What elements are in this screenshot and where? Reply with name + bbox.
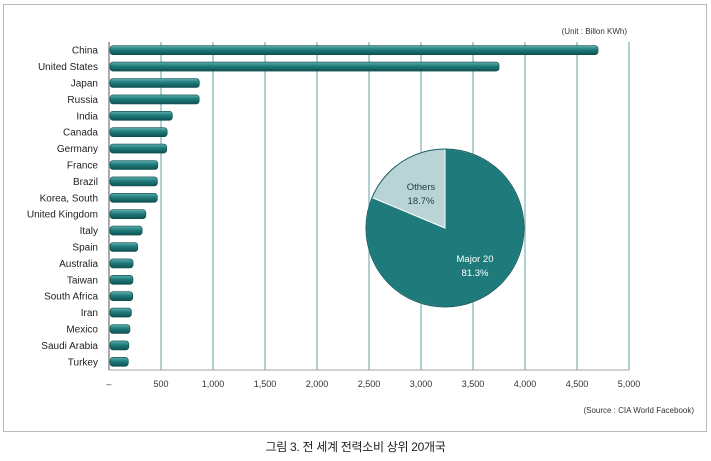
category-label: Japan [71,79,98,90]
category-label: Spain [72,243,98,254]
x-tick-label: 1,500 [254,379,277,389]
x-tick-labels: – 500 1,000 1,500 2,000 2,500 3,000 3,500 4,000 4… [106,379,640,389]
bar-russia [109,94,200,105]
bar-iran [109,307,132,318]
category-label: United Kingdom [27,210,98,221]
bar-saudi-arabia [109,340,130,351]
x-tick-label: 1,000 [202,379,225,389]
category-label: United States [38,62,98,73]
x-tick-label: 3,500 [462,379,485,389]
bar-united-states [109,61,500,72]
bar-france [109,160,159,170]
bar-brazil [109,176,158,187]
x-tick-label: 2,000 [306,379,329,389]
x-tick-label: 5,000 [618,379,641,389]
category-label: Brazil [73,177,98,188]
pie-chart: Major 20 81.3% Others 18.7% [365,148,525,308]
bar-spain [109,242,139,252]
bar-japan [109,78,200,88]
source-note: (Source : CIA World Facebook) [583,406,694,415]
pie-slice-value: 81.3% [462,268,489,279]
bar-india [109,111,173,121]
bar-taiwan [109,274,134,285]
pie-slice-label: Others [407,182,436,193]
x-tick-label: 3,000 [410,379,433,389]
category-label: India [76,111,98,122]
category-label: Taiwan [67,275,98,286]
x-tick-label: 500 [153,379,168,389]
unit-note: (Unit : Billon KWh) [561,27,627,36]
category-label: Canada [63,128,98,139]
bar-canada [109,127,168,137]
category-label: Germany [57,144,98,155]
category-label: Turkey [68,357,98,368]
category-label: South Africa [44,292,98,303]
bar-united-kingdom [109,209,147,219]
x-tick-label: 2,500 [358,379,381,389]
category-label: Mexico [66,325,98,336]
pie-slice-value: 18.7% [408,196,435,207]
category-label: Italy [80,226,98,237]
figure-caption: 그림 3. 전 세계 전력소비 상위 20개국 [265,440,446,454]
bar-south-africa [109,291,134,302]
category-label: Saudi Arabia [41,341,98,352]
bar-korea-south [109,193,158,203]
category-label: Iran [81,308,98,319]
category-label: Australia [59,259,98,270]
category-label: France [67,161,99,172]
x-tick-label: 4,500 [566,379,589,389]
category-label: Korea, South [40,193,98,204]
bar-australia [109,258,134,269]
category-labels: China United States Japan Russia India Canada… [27,46,99,369]
category-label: China [72,46,99,57]
bars [109,45,599,367]
bar-italy [109,225,143,236]
x-tick-label: – [106,379,111,389]
bar-germany [109,143,167,154]
x-tick-label: 4,000 [514,379,537,389]
bar-turkey [109,356,129,367]
bar-china [109,45,599,56]
bar-mexico [109,324,131,334]
pie-slice-label: Major 20 [457,254,494,265]
category-label: Russia [67,95,98,106]
pie-outline [365,148,525,308]
